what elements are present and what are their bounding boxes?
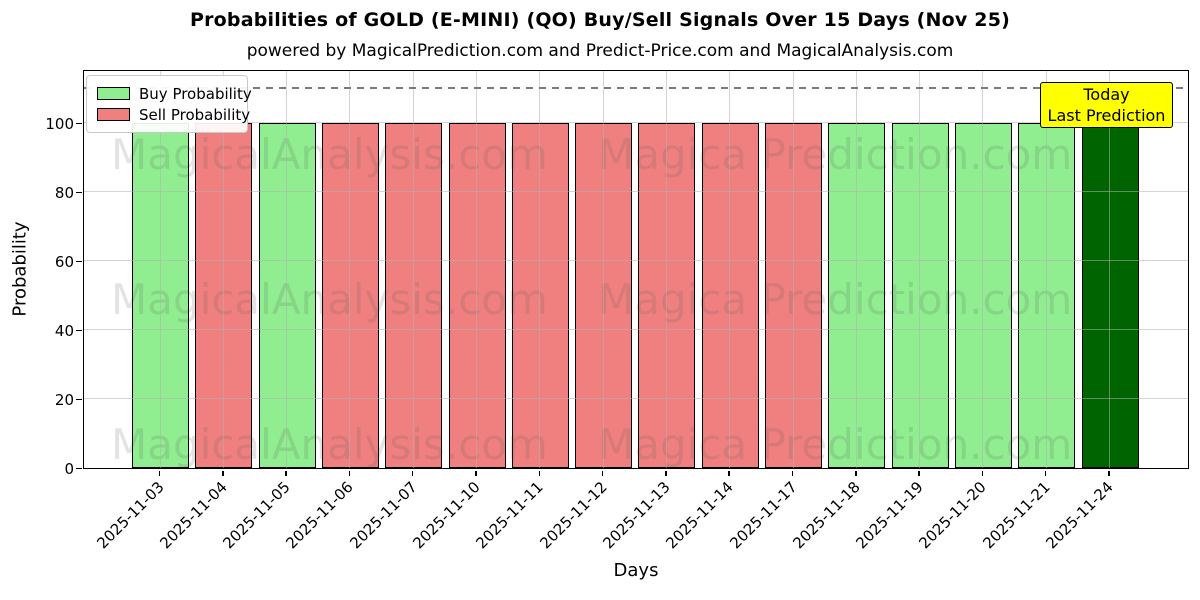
vertical-gridline (919, 71, 921, 468)
bar-2025-11-18 (828, 123, 886, 468)
x-tick-mark (348, 470, 351, 476)
chart-title: Probabilities of GOLD (E-MINI) (QO) Buy/… (189, 9, 1011, 31)
x-tick-mark (411, 470, 414, 476)
vertical-gridline (792, 71, 794, 468)
horizontal-gridline (84, 122, 1188, 123)
vertical-gridline (412, 71, 414, 468)
horizontal-gridline (84, 329, 1188, 330)
x-tick-mark (728, 470, 730, 476)
x-tick-mark (918, 470, 920, 476)
x-tick-mark (1044, 470, 1047, 476)
legend-label-sell: Sell Probability (139, 105, 251, 124)
annotation-line-2: Last Prediction (1047, 106, 1166, 125)
bar-2025-11-17 (765, 123, 822, 468)
vertical-gridline (602, 71, 604, 468)
vertical-gridline (729, 71, 731, 468)
y-axis-label: Probability (9, 221, 31, 317)
sell-color-swatch (97, 108, 130, 121)
bar-2025-11-19 (891, 123, 949, 468)
legend: Buy Probability Sell Probability (86, 75, 252, 133)
y-tick-mark (76, 467, 82, 470)
vertical-gridline (855, 71, 857, 468)
x-tick-mark (285, 470, 287, 476)
chart-subtitle: powered by MagicalPrediction.com and Pre… (246, 41, 954, 61)
vertical-gridline (1045, 71, 1047, 468)
vertical-gridline (222, 71, 224, 468)
x-axis-label: Days (613, 560, 659, 581)
annotation-line-1: Today (1083, 85, 1130, 104)
vertical-gridline (159, 71, 161, 468)
horizontal-gridline (84, 260, 1188, 261)
legend-label-buy: Buy Probability (139, 84, 252, 103)
y-tick-label: 40 (54, 321, 74, 340)
x-tick-mark (222, 470, 224, 476)
y-tick-label: 80 (54, 183, 74, 202)
bar-2025-11-10 (448, 123, 506, 468)
bar-2025-11-13 (638, 123, 696, 468)
bar-2025-11-06 (321, 123, 379, 468)
bar-2025-11-03 (132, 123, 189, 468)
x-tick-mark (665, 470, 667, 476)
x-tick-mark (538, 470, 541, 476)
vertical-gridline (982, 71, 984, 468)
x-tick-mark (791, 470, 794, 476)
bar-2025-11-05 (258, 123, 316, 468)
y-tick-mark (76, 398, 82, 401)
y-tick-label: 20 (54, 390, 74, 409)
bar-2025-11-11 (511, 123, 569, 468)
x-tick-mark (1108, 470, 1110, 476)
horizontal-gridline (84, 398, 1188, 399)
bar-2025-11-12 (575, 123, 633, 468)
vertical-gridline (286, 71, 288, 468)
horizontal-gridline (84, 191, 1188, 192)
vertical-gridline (1109, 71, 1110, 468)
plot-area: MagicalAnalysis.comMagica Prediction.com… (83, 70, 1189, 469)
x-tick-mark (158, 470, 161, 476)
legend-item-sell: Sell Probability (97, 104, 250, 125)
y-tick-label: 0 (64, 459, 74, 478)
y-tick-label: 60 (54, 252, 74, 271)
vertical-gridline (476, 71, 477, 468)
bar-2025-11-24 (1081, 123, 1139, 468)
y-tick-label: 100 (45, 114, 74, 133)
y-tick-mark (76, 191, 82, 194)
bar-2025-11-07 (385, 123, 443, 468)
vertical-gridline (539, 71, 541, 468)
bar-2025-11-14 (701, 123, 759, 468)
x-tick-mark (601, 470, 604, 476)
buy-color-swatch (97, 87, 130, 100)
bar-2025-11-20 (954, 123, 1012, 468)
x-tick-mark (475, 470, 477, 476)
x-tick-mark (981, 470, 984, 476)
legend-item-buy: Buy Probability (97, 83, 252, 104)
today-annotation: Today Last Prediction (1040, 82, 1173, 128)
threshold-dashed-line (84, 87, 1188, 89)
x-tick-mark (855, 470, 857, 476)
y-tick-mark (76, 260, 82, 263)
vertical-gridline (349, 71, 351, 468)
bar-2025-11-04 (195, 123, 253, 468)
y-tick-mark (76, 122, 82, 125)
y-tick-mark (76, 329, 82, 332)
bar-2025-11-21 (1018, 123, 1076, 468)
vertical-gridline (665, 71, 667, 468)
